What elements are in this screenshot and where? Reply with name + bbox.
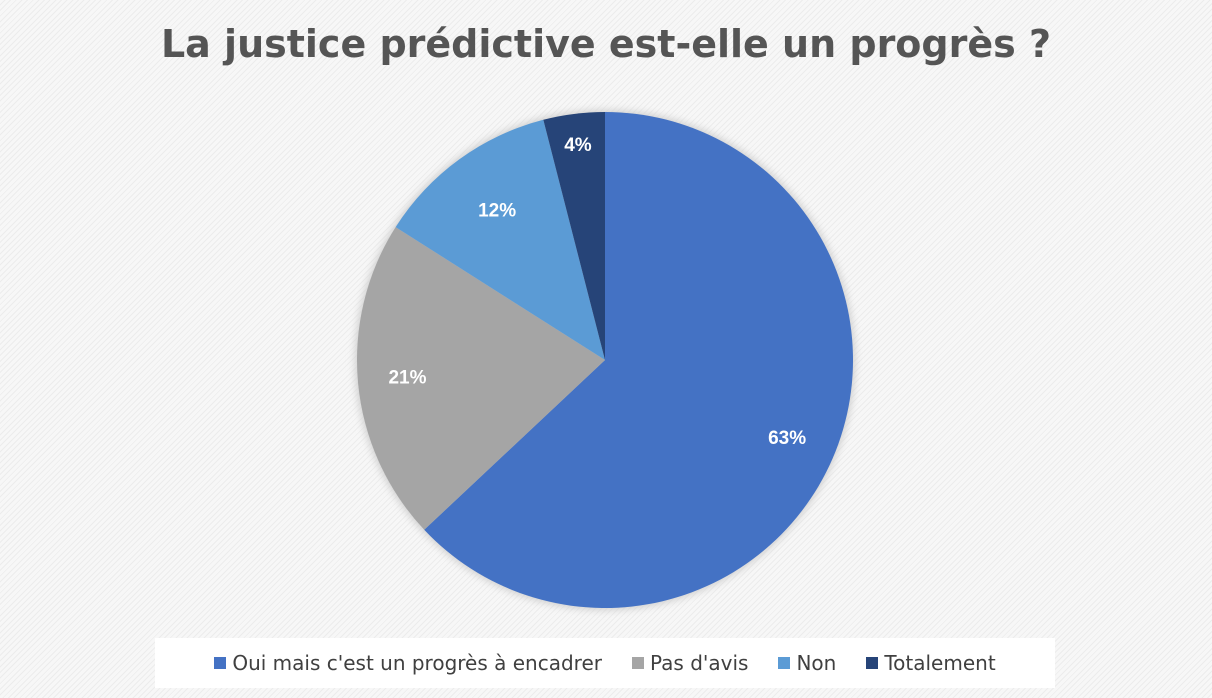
legend-label: Oui mais c'est un progrès à encadrer [232,651,602,675]
pie-slice-1 [424,112,853,608]
data-label-3: 12% [478,201,516,222]
legend-label: Non [796,651,837,675]
pie-slice-2 [357,227,605,530]
legend-label: Totalement [884,651,996,675]
pie-slices [357,112,853,608]
legend-item-2: Pas d'avis [632,651,748,675]
legend-swatch [866,657,879,669]
data-label-2: 21% [388,368,426,389]
legend-swatch [632,657,644,669]
legend-item-3: Non [778,651,836,675]
pie-slice-4 [543,112,605,360]
chart-title: La justice prédictive est-elle un progrè… [160,22,1052,66]
data-label-1: 63% [768,428,806,449]
legend-item-4: Totalement [866,651,996,675]
legend-swatch [214,657,227,669]
data-label-4: 4% [564,135,592,156]
legend-item-1: Oui mais c'est un progrès à encadrer [214,651,602,675]
pie-slice-3 [395,119,605,360]
legend-label: Pas d'avis [650,651,749,675]
legend-swatch [778,657,791,669]
chart-legend: Oui mais c'est un progrès à encadrer Pas … [155,638,1055,688]
pie-data-labels: 63% 21% 12% 4% [388,135,806,449]
